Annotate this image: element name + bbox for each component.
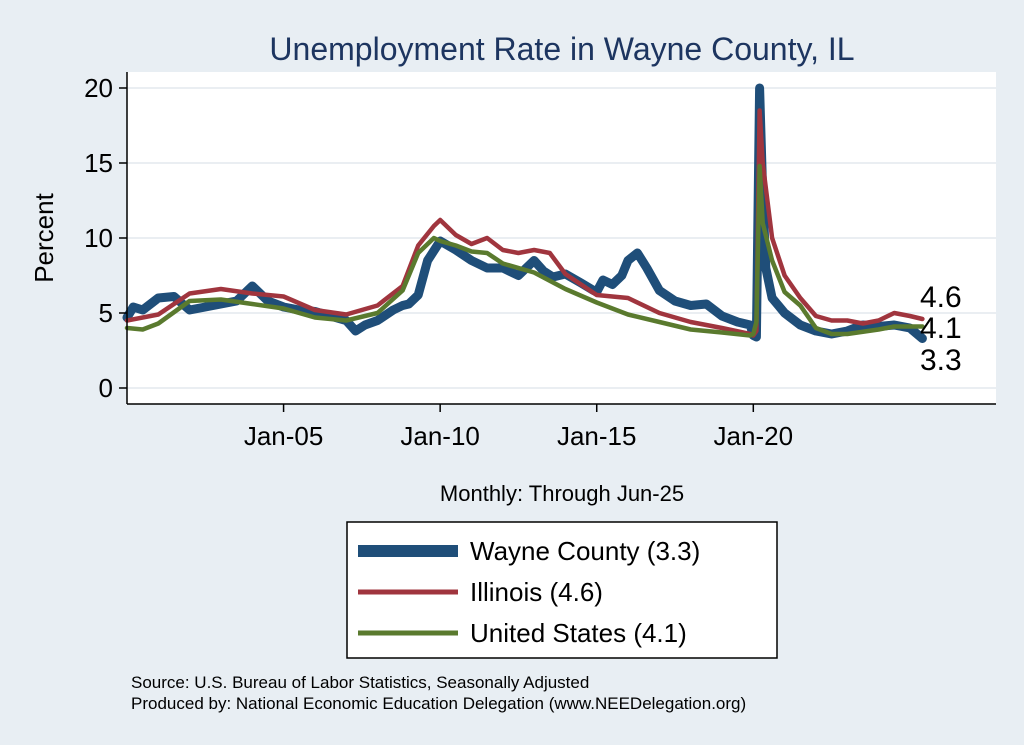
x-tick-label: Jan-05 (244, 421, 324, 451)
y-axis-label: Percent (29, 192, 59, 282)
end-label-us: 4.1 (920, 312, 962, 345)
source-line-1: Source: U.S. Bureau of Labor Statistics,… (131, 673, 589, 692)
y-tick-label: 5 (99, 298, 113, 328)
legend-label-illinois: Illinois (4.6) (470, 577, 603, 607)
source-line-2: Produced by: National Economic Education… (131, 694, 746, 713)
series-line-illinois (124, 108, 925, 338)
y-tick-label: 10 (84, 223, 113, 253)
x-tick-label: Jan-10 (400, 421, 480, 451)
y-tick-label: 15 (84, 148, 113, 178)
chart-title: Unemployment Rate in Wayne County, IL (269, 31, 854, 67)
end-label-illinois: 4.6 (920, 281, 962, 314)
x-axis-label: Monthly: Through Jun-25 (440, 481, 684, 506)
x-tick-label: Jan-20 (714, 421, 794, 451)
series-line-us (124, 163, 925, 338)
x-tick-label: Jan-15 (557, 421, 637, 451)
legend: Wayne County (3.3) Illinois (4.6) United… (346, 521, 778, 659)
legend-label-wayne: Wayne County (3.3) (470, 536, 700, 566)
y-tick-label: 0 (99, 373, 113, 403)
end-label-wayne: 3.3 (920, 344, 962, 377)
legend-label-us: United States (4.1) (470, 618, 687, 648)
y-tick-label: 20 (84, 73, 113, 103)
